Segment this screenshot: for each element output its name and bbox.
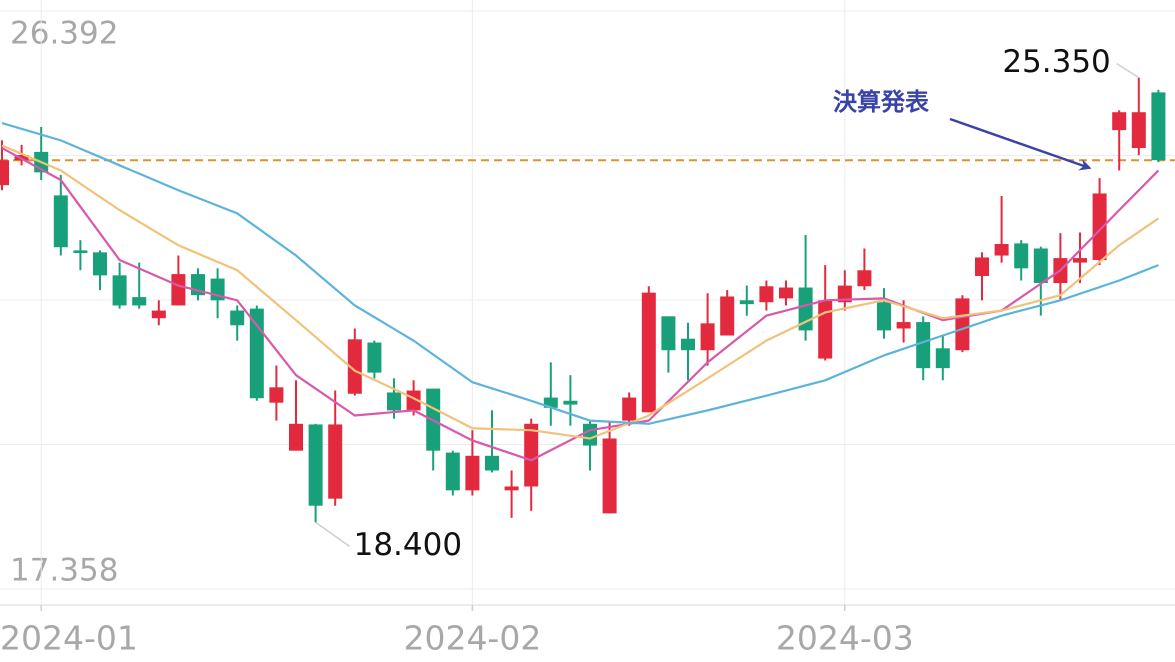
candle-body bbox=[739, 300, 754, 305]
candle-body bbox=[720, 296, 735, 336]
candle-body bbox=[543, 397, 558, 408]
moving-average-line bbox=[1, 144, 1160, 440]
candle-body bbox=[641, 292, 656, 413]
candle-body bbox=[485, 455, 499, 471]
candle-body bbox=[916, 322, 931, 369]
candle-body bbox=[1033, 248, 1048, 284]
candle-body bbox=[171, 274, 186, 306]
candle-body bbox=[1014, 243, 1029, 269]
candle-body bbox=[975, 257, 989, 277]
candle-body bbox=[563, 400, 578, 405]
leader-line bbox=[315, 521, 351, 547]
moving-average-line bbox=[1, 122, 1159, 425]
candle-body bbox=[249, 308, 264, 399]
candle-body bbox=[681, 338, 695, 351]
candle-body bbox=[1092, 193, 1107, 261]
candle-body bbox=[583, 423, 597, 446]
candle-body bbox=[308, 424, 323, 506]
candle-body bbox=[1131, 112, 1146, 149]
candle-body bbox=[896, 322, 911, 329]
candle-body bbox=[1073, 258, 1087, 263]
candle-body bbox=[622, 397, 637, 421]
candle-body bbox=[837, 285, 852, 303]
y-tick-label: 17.358 bbox=[10, 553, 118, 589]
x-tick-label: 2024-01 bbox=[0, 619, 138, 658]
candle-body bbox=[387, 392, 401, 411]
candle-body bbox=[328, 424, 343, 499]
y-tick-label: 26.392 bbox=[10, 16, 118, 52]
candle-body bbox=[1151, 92, 1166, 161]
candle-body bbox=[661, 316, 676, 351]
candle-body bbox=[0, 160, 9, 186]
candle-body bbox=[700, 323, 715, 351]
candle-body bbox=[759, 286, 774, 303]
candle-body bbox=[465, 455, 480, 491]
candle-body bbox=[935, 348, 950, 369]
candle-body bbox=[230, 310, 245, 326]
candle-body bbox=[602, 438, 617, 514]
candle-body bbox=[53, 195, 68, 248]
candle-body bbox=[504, 486, 519, 491]
candle-body bbox=[1112, 112, 1127, 131]
candle-body bbox=[857, 270, 872, 287]
candle-body bbox=[877, 302, 891, 331]
callout-arrow bbox=[949, 117, 1092, 171]
leader-line bbox=[1116, 63, 1140, 79]
callout-label: 決算発表 bbox=[833, 88, 930, 116]
candle-body bbox=[112, 275, 127, 306]
candle-body bbox=[445, 452, 460, 491]
x-tick-label: 2024-03 bbox=[776, 619, 914, 658]
candle-body bbox=[269, 387, 284, 403]
x-tick-label: 2024-02 bbox=[403, 619, 541, 658]
candle-body bbox=[93, 252, 107, 276]
candle-body bbox=[955, 298, 970, 351]
annotation-label: 18.400 bbox=[354, 527, 462, 563]
annotation-label: 25.350 bbox=[1002, 44, 1110, 80]
candle-body bbox=[132, 297, 147, 306]
candle-body bbox=[367, 342, 382, 373]
candle-body bbox=[818, 300, 833, 359]
candle-body bbox=[289, 423, 303, 451]
candle-body bbox=[524, 423, 539, 487]
candle-body bbox=[73, 250, 88, 253]
candle-body bbox=[779, 287, 793, 299]
candle-body bbox=[347, 339, 362, 394]
candle-body bbox=[151, 310, 166, 319]
candle-body bbox=[994, 244, 1009, 256]
